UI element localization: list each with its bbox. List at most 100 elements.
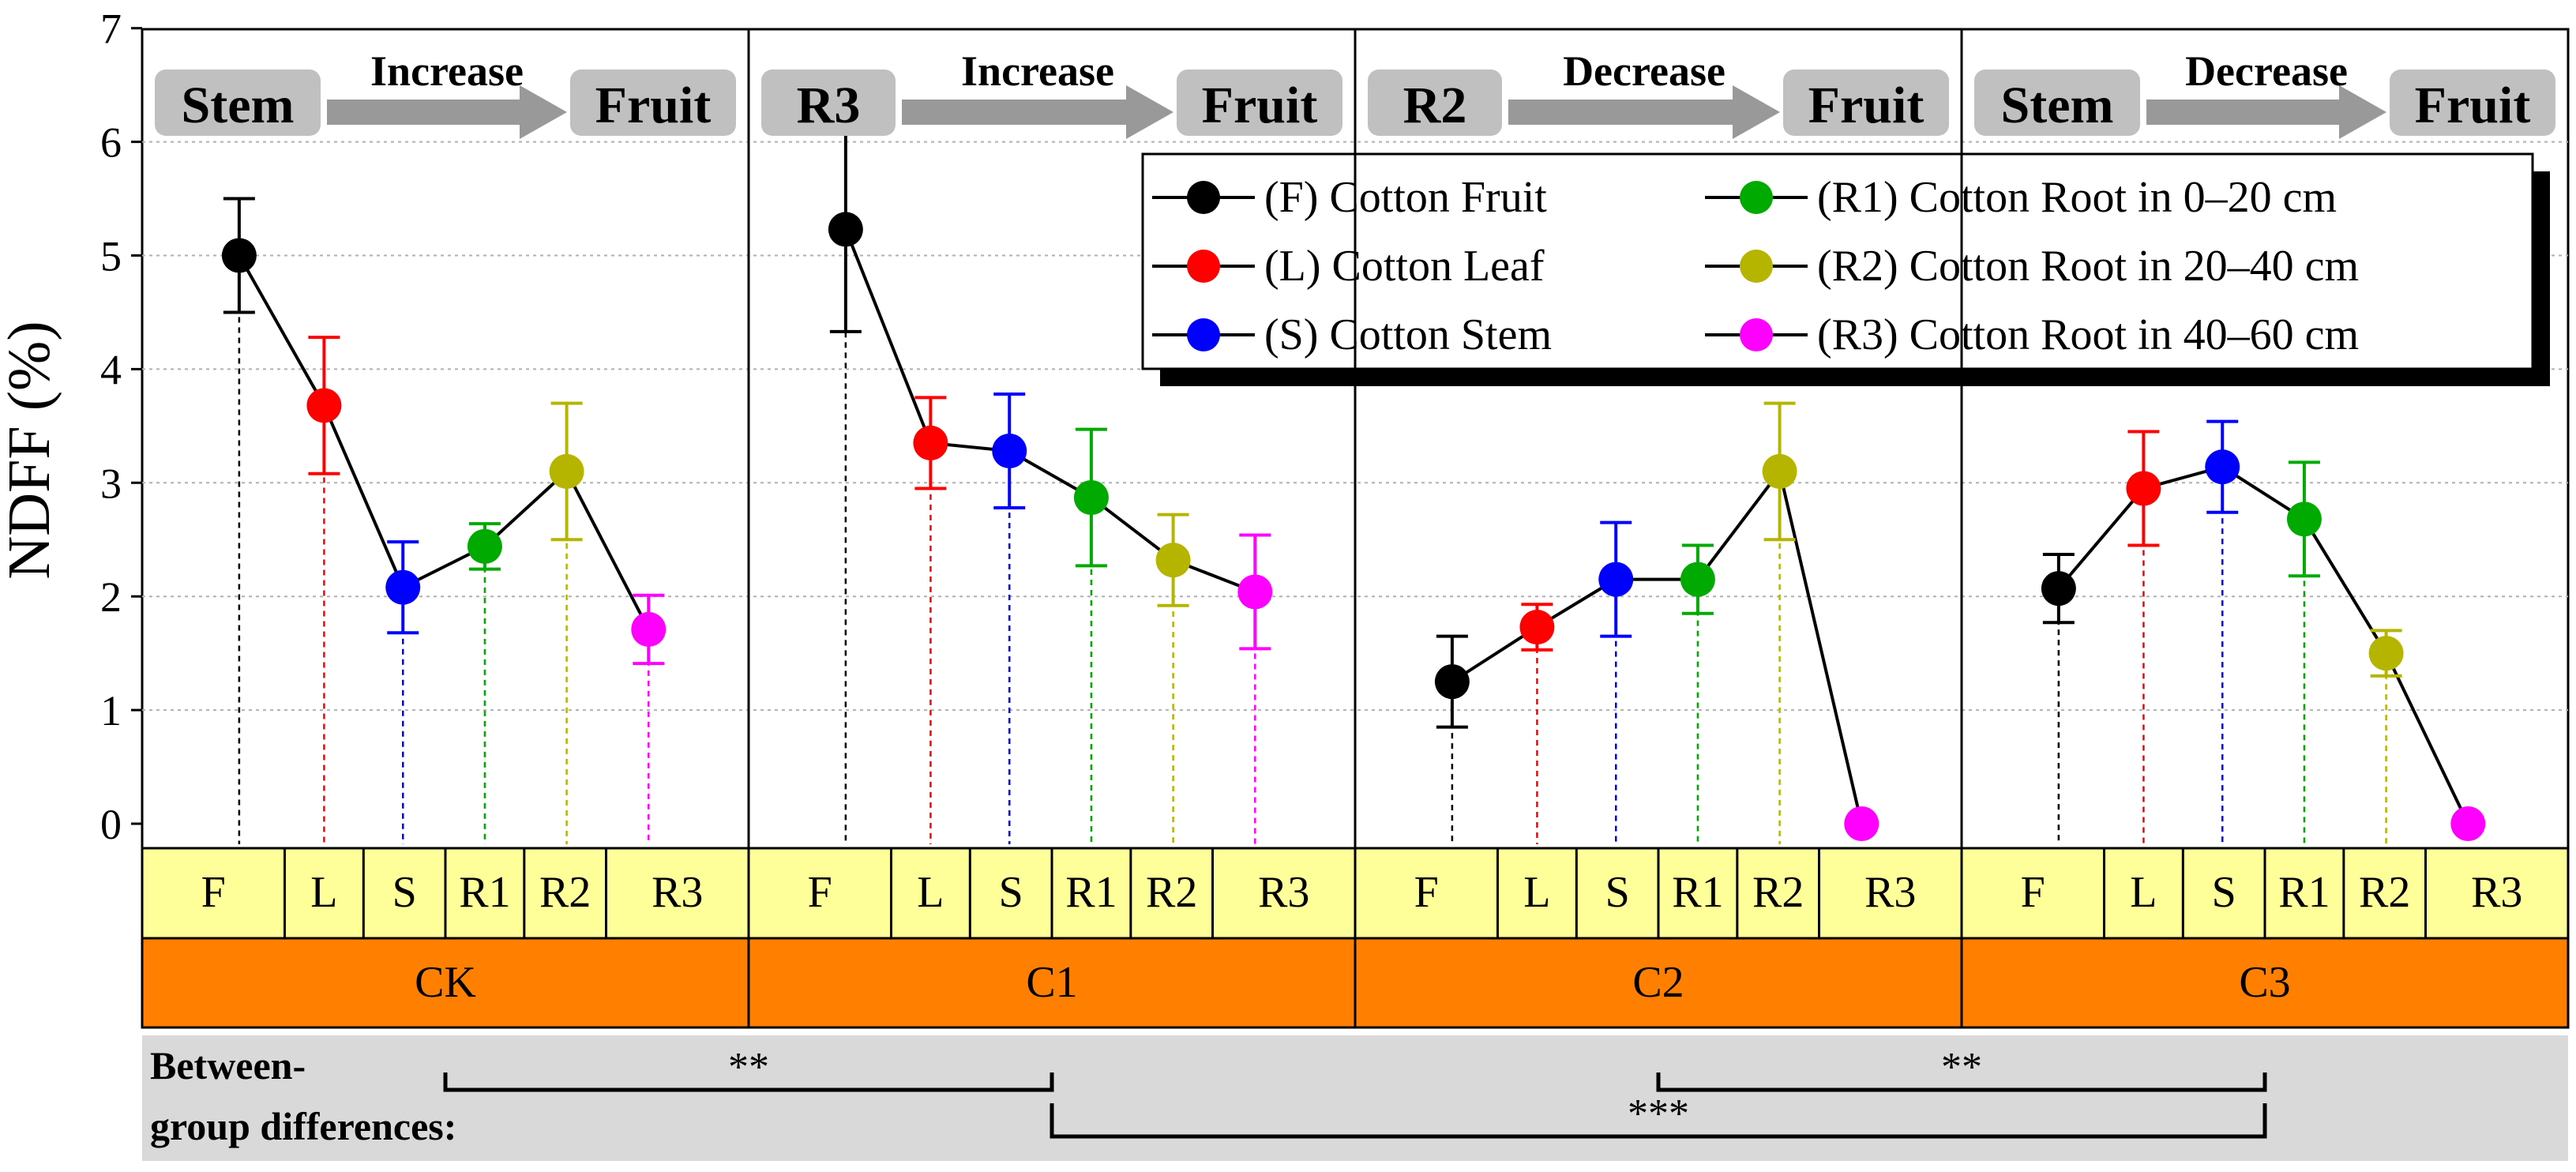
category-label: R3 bbox=[1864, 868, 1916, 917]
annotation-from-box bbox=[1368, 69, 1502, 136]
category-label: L bbox=[1523, 868, 1550, 917]
group-label: C2 bbox=[1632, 958, 1684, 1007]
category-label: R1 bbox=[459, 868, 510, 917]
legend-marker bbox=[1740, 181, 1773, 214]
annotation-arrow bbox=[1508, 85, 1780, 139]
annotation-from-label: R3 bbox=[797, 77, 861, 134]
data-point bbox=[1155, 543, 1191, 578]
annotation-to-box bbox=[570, 69, 736, 136]
annotation-from-label: Stem bbox=[2001, 77, 2114, 134]
series-line bbox=[2057, 464, 2470, 825]
annotation-trend-label: Increase bbox=[370, 47, 524, 95]
comparison-bracket bbox=[1050, 1103, 2267, 1139]
data-point bbox=[2286, 501, 2322, 537]
between-group-panel bbox=[142, 1035, 2568, 1161]
data-point bbox=[549, 453, 584, 489]
annotation-trend-label: Increase bbox=[961, 47, 1114, 95]
category-label: L bbox=[2130, 868, 2157, 917]
annotation-arrow bbox=[902, 85, 1173, 139]
data-point bbox=[913, 425, 948, 460]
between-group-differences: Between- group differences: ******* bbox=[142, 1035, 2568, 1161]
category-label: R3 bbox=[652, 868, 703, 917]
category-label: R2 bbox=[2359, 868, 2410, 917]
category-label: R2 bbox=[539, 868, 591, 917]
legend-label: (R1) Cotton Root in 0–20 cm bbox=[1817, 173, 2337, 222]
data-point bbox=[828, 212, 863, 247]
series-line bbox=[238, 254, 651, 630]
y-tick-label: 5 bbox=[100, 233, 122, 280]
y-axis-label: NDFF (%) bbox=[0, 321, 62, 579]
data-point bbox=[1844, 806, 1879, 841]
annotation-from-box bbox=[155, 69, 321, 136]
annotation-from-label: R2 bbox=[1403, 77, 1467, 134]
annotation-trend-label: Decrease bbox=[1563, 47, 1725, 95]
category-label: L bbox=[310, 868, 337, 917]
category-label: S bbox=[1605, 868, 1630, 917]
annotation-trend-label: Decrease bbox=[2185, 47, 2348, 95]
annotation-from-box bbox=[1974, 69, 2140, 136]
legend-label: (R2) Cotton Root in 20–40 cm bbox=[1817, 242, 2359, 291]
legend-marker bbox=[1187, 250, 1220, 283]
y-tick-label: 6 bbox=[100, 119, 122, 167]
category-label: R1 bbox=[2278, 868, 2330, 917]
annotation-to-label: Fruit bbox=[595, 77, 712, 134]
annotation-to-box bbox=[2390, 69, 2555, 136]
annotation-to-label: Fruit bbox=[1808, 77, 1924, 134]
annotation-to-box bbox=[1783, 69, 1949, 136]
annotation-to-box bbox=[1177, 69, 1342, 136]
data-point bbox=[467, 528, 502, 564]
category-label: R3 bbox=[2471, 868, 2522, 917]
category-and-group-bands: F L S R1 R2 R3 CK F L S R1 R2 R3 C1 F L S R1 R2 R3 C2 F L S R1 R2… bbox=[141, 29, 2570, 1029]
comparison-bracket bbox=[443, 1072, 1054, 1092]
legend: (F) Cotton Fruit (L) Cotton Leaf (S) Cotto… bbox=[1141, 152, 2550, 386]
y-tick-label: 0 bbox=[100, 801, 122, 848]
between-group-label-line1: Between- bbox=[150, 1043, 306, 1087]
comparison-significance: ** bbox=[1941, 1045, 1982, 1090]
group-label: C1 bbox=[1026, 958, 1077, 1007]
category-label: S bbox=[392, 868, 417, 917]
legend-label: (F) Cotton Fruit bbox=[1264, 173, 1547, 222]
category-label: L bbox=[917, 868, 944, 917]
data-point bbox=[306, 388, 342, 423]
data-point bbox=[2205, 449, 2240, 485]
data-point bbox=[1237, 574, 1273, 610]
data-point bbox=[2041, 571, 2076, 607]
data-point bbox=[1519, 610, 1555, 645]
y-tick-label: 1 bbox=[100, 687, 122, 734]
data-point bbox=[2368, 636, 2404, 671]
data-point bbox=[385, 569, 421, 605]
category-label: R1 bbox=[1672, 868, 1723, 917]
category-label: F bbox=[201, 868, 226, 917]
data-point bbox=[631, 611, 667, 647]
category-label: S bbox=[999, 868, 1023, 917]
legend-marker bbox=[1740, 318, 1773, 351]
y-tick-label: 3 bbox=[100, 460, 122, 507]
category-label: F bbox=[2021, 868, 2045, 917]
y-tick-label: 4 bbox=[100, 346, 122, 393]
group-label: C3 bbox=[2239, 958, 2290, 1007]
comparison-significance: ** bbox=[728, 1045, 769, 1090]
annotation-from-box bbox=[761, 69, 896, 136]
annotation-to-label: Fruit bbox=[2415, 77, 2531, 134]
annotation-arrow bbox=[327, 85, 567, 139]
category-label: R3 bbox=[1258, 868, 1309, 917]
data-point bbox=[1073, 480, 1109, 516]
legend-label: (S) Cotton Stem bbox=[1264, 310, 1552, 359]
data-point bbox=[1762, 453, 1797, 489]
annotation-from-label: Stem bbox=[182, 77, 295, 134]
y-tick-label: 2 bbox=[100, 573, 122, 621]
annotation-to-label: Fruit bbox=[1202, 77, 1318, 134]
data-point bbox=[1680, 562, 1715, 597]
group-label: CK bbox=[415, 958, 476, 1007]
legend-box bbox=[1141, 152, 2534, 370]
annotation-arrow bbox=[2146, 85, 2386, 139]
data-point bbox=[992, 434, 1027, 469]
category-label: S bbox=[2212, 868, 2236, 917]
data-point bbox=[2450, 806, 2486, 841]
data-point bbox=[1434, 664, 1470, 700]
comparison-significance: *** bbox=[1628, 1091, 1689, 1136]
category-label: R2 bbox=[1146, 868, 1197, 917]
legend-marker bbox=[1740, 250, 1773, 283]
axis-layer: NDFF (%) 0 1 2 3 4 5 6 7 bbox=[0, 6, 142, 848]
